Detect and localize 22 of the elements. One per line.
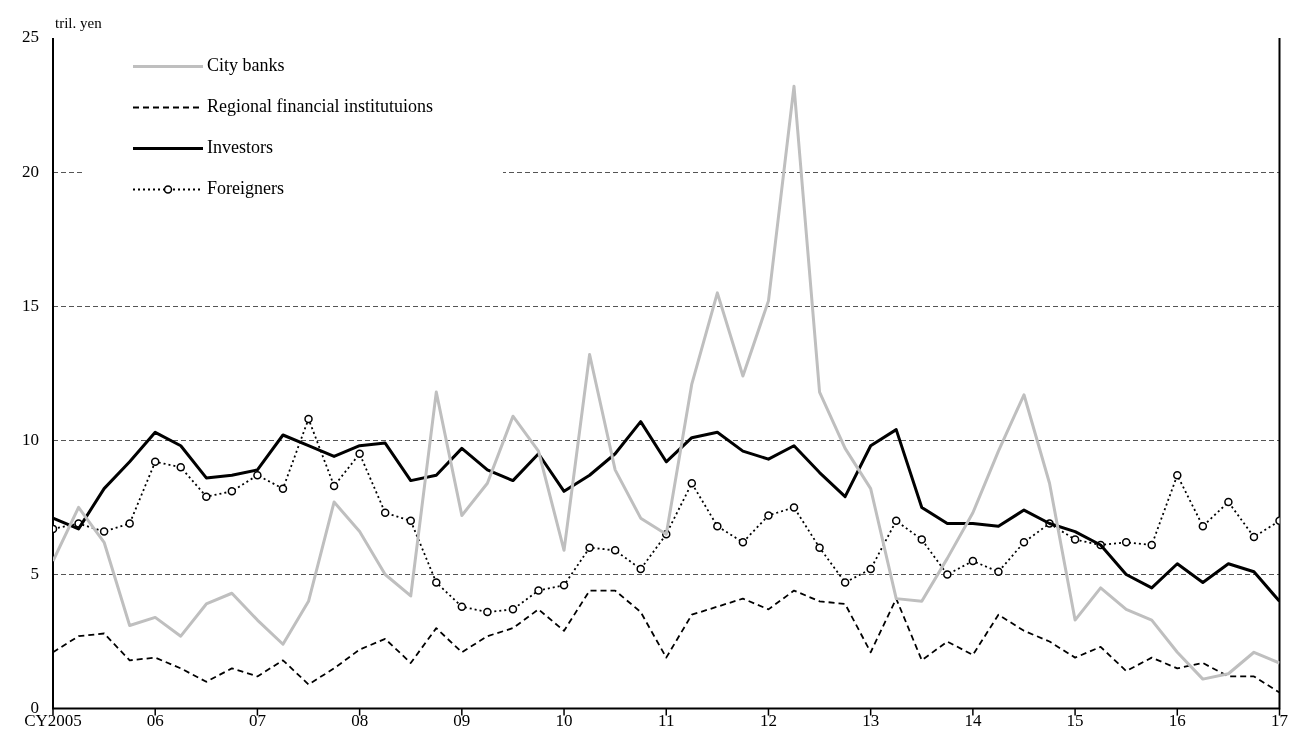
legend-label: City banks: [207, 55, 285, 76]
y-tick-label: 20: [22, 161, 39, 181]
legend-label: Investors: [207, 137, 273, 158]
y-tick-label: 25: [22, 27, 39, 47]
x-tick-label: 13: [862, 711, 880, 731]
x-tick-label: 09: [453, 711, 471, 731]
y-tick-label: 10: [22, 429, 39, 449]
y-tick-label: 15: [22, 295, 39, 315]
y-tick-label: 5: [30, 563, 39, 583]
y-axis-title: tril. yen: [55, 15, 103, 32]
x-tick-label: 08: [351, 711, 369, 731]
x-tick-label: 06: [146, 711, 164, 731]
legend-label: Foreigners: [207, 178, 284, 199]
x-tick-label: 15: [1066, 711, 1084, 731]
x-tick-label: 14: [964, 711, 982, 731]
x-tick-label: 07: [248, 711, 267, 731]
x-tick-label: 16: [1168, 711, 1186, 731]
x-tick-label: 17: [1271, 711, 1289, 731]
x-tick-label: 10: [555, 711, 573, 731]
x-tick-label: 12: [759, 711, 777, 731]
x-tick-label: 11: [658, 711, 675, 731]
legend-label: Regional financial institutuions: [207, 96, 433, 117]
